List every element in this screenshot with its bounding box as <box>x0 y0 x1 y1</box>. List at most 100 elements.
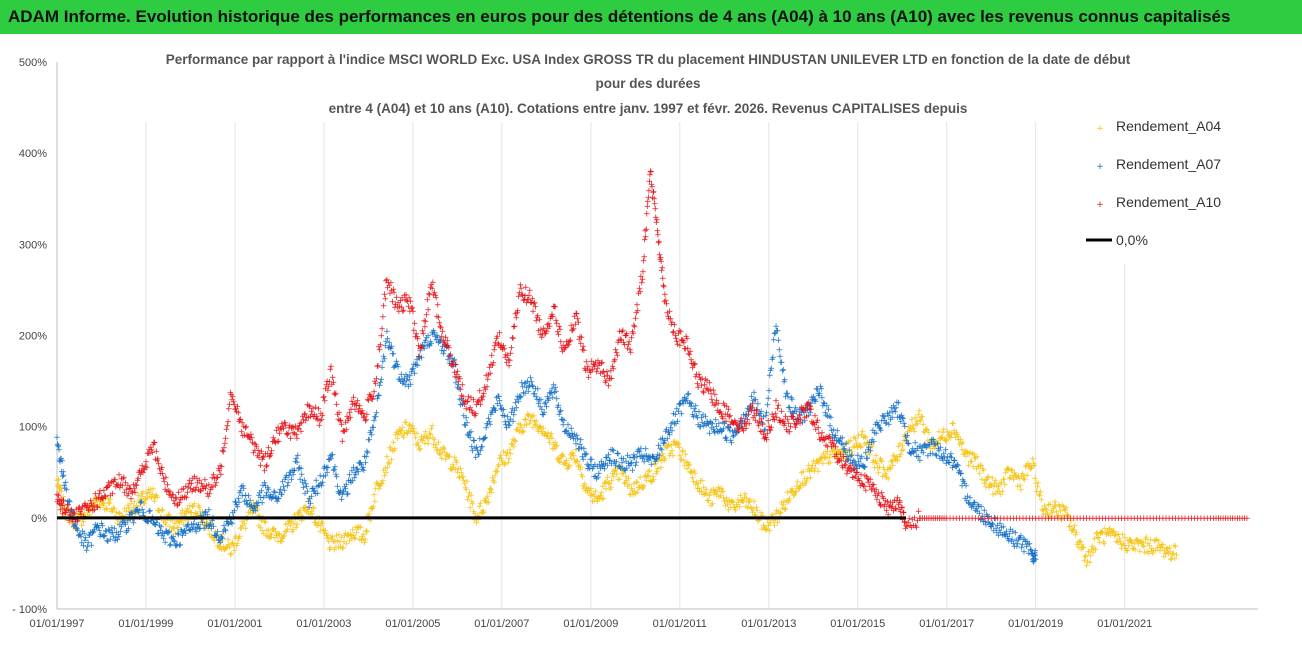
data-point: + <box>342 540 350 550</box>
chart-title-line: pour des durées <box>595 76 700 91</box>
data-point: + <box>868 441 876 451</box>
data-point: + <box>403 428 411 438</box>
data-point: + <box>183 508 191 518</box>
data-point: + <box>574 458 582 468</box>
data-point: + <box>187 508 195 518</box>
data-point: + <box>1073 528 1081 538</box>
data-point: + <box>816 455 824 465</box>
data-point: + <box>1006 474 1014 484</box>
data-point: + <box>1155 541 1163 551</box>
data-point: + <box>652 459 660 469</box>
data-point: + <box>506 445 514 455</box>
data-point: + <box>974 462 982 472</box>
data-point: + <box>1081 552 1089 562</box>
data-point: + <box>954 433 962 443</box>
data-point: + <box>226 543 234 553</box>
data-point: + <box>883 473 891 483</box>
data-point: + <box>121 504 129 514</box>
data-point: + <box>1081 556 1089 566</box>
data-point: + <box>1011 468 1019 478</box>
data-point: + <box>104 537 112 547</box>
data-point: + <box>1011 471 1019 481</box>
data-point: + <box>233 542 241 552</box>
data-point: + <box>1167 555 1175 565</box>
data-point: + <box>1071 521 1079 531</box>
x-tick-label: 01/01/2005 <box>385 618 440 630</box>
data-point: + <box>424 434 432 444</box>
data-point: + <box>127 508 135 518</box>
data-point: + <box>564 462 572 472</box>
data-point: + <box>695 484 703 494</box>
data-point: + <box>1143 533 1151 543</box>
data-point: + <box>705 497 713 507</box>
data-point: + <box>183 522 191 532</box>
data-point: + <box>80 542 88 552</box>
data-point: + <box>415 441 423 451</box>
data-point: + <box>815 458 823 468</box>
data-point: + <box>497 451 505 461</box>
data-point: + <box>1059 511 1067 521</box>
data-point: + <box>418 343 426 353</box>
data-point: + <box>629 490 637 500</box>
data-point: + <box>435 438 443 448</box>
data-point: + <box>783 496 791 506</box>
data-point: + <box>159 505 167 515</box>
data-point: + <box>658 263 666 273</box>
data-point: + <box>1090 544 1098 554</box>
data-point: + <box>765 387 773 397</box>
data-point: + <box>184 505 192 515</box>
data-point: + <box>853 443 861 453</box>
data-point: + <box>1013 473 1021 483</box>
data-point: + <box>509 435 517 445</box>
data-point: + <box>997 490 1005 500</box>
data-point: + <box>161 529 169 539</box>
data-point: + <box>1020 472 1028 482</box>
data-point: + <box>1007 473 1015 483</box>
data-point: + <box>1131 546 1139 556</box>
data-point: + <box>935 428 943 438</box>
data-point: + <box>375 485 383 495</box>
data-point: + <box>283 527 291 537</box>
data-point: + <box>79 515 87 525</box>
data-point: + <box>448 466 456 476</box>
data-point: + <box>125 504 133 514</box>
data-point: + <box>124 501 132 511</box>
data-point: + <box>471 509 479 519</box>
data-point: + <box>238 524 246 534</box>
data-point: + <box>874 463 882 473</box>
data-point: + <box>151 497 159 507</box>
data-point: + <box>682 450 690 460</box>
data-point: + <box>1120 539 1128 549</box>
data-point: + <box>604 473 612 483</box>
data-point: + <box>895 442 903 452</box>
data-point: + <box>714 483 722 493</box>
data-point: + <box>60 510 68 520</box>
data-point: + <box>273 531 281 541</box>
data-point: + <box>657 463 665 473</box>
data-point: + <box>896 440 904 450</box>
data-point: + <box>137 498 145 508</box>
data-point: + <box>92 520 100 530</box>
data-point: + <box>653 215 661 225</box>
data-point: + <box>449 460 457 470</box>
data-point: + <box>1130 544 1138 554</box>
data-point: + <box>1041 501 1049 511</box>
data-point: + <box>682 458 690 468</box>
data-point: + <box>385 460 393 470</box>
data-point: + <box>998 478 1006 488</box>
data-point: + <box>619 466 627 476</box>
data-point: + <box>643 476 651 486</box>
data-point: + <box>108 524 116 534</box>
data-point: + <box>843 439 851 449</box>
data-point: + <box>871 463 879 473</box>
data-point: + <box>970 450 978 460</box>
data-point: + <box>706 489 714 499</box>
data-point: + <box>67 507 75 517</box>
data-point: + <box>90 527 98 537</box>
data-point: + <box>622 472 630 482</box>
data-point: + <box>696 487 704 497</box>
data-point: + <box>490 476 498 486</box>
data-point: + <box>87 505 95 515</box>
data-point: + <box>957 435 965 445</box>
data-point: + <box>323 531 331 541</box>
